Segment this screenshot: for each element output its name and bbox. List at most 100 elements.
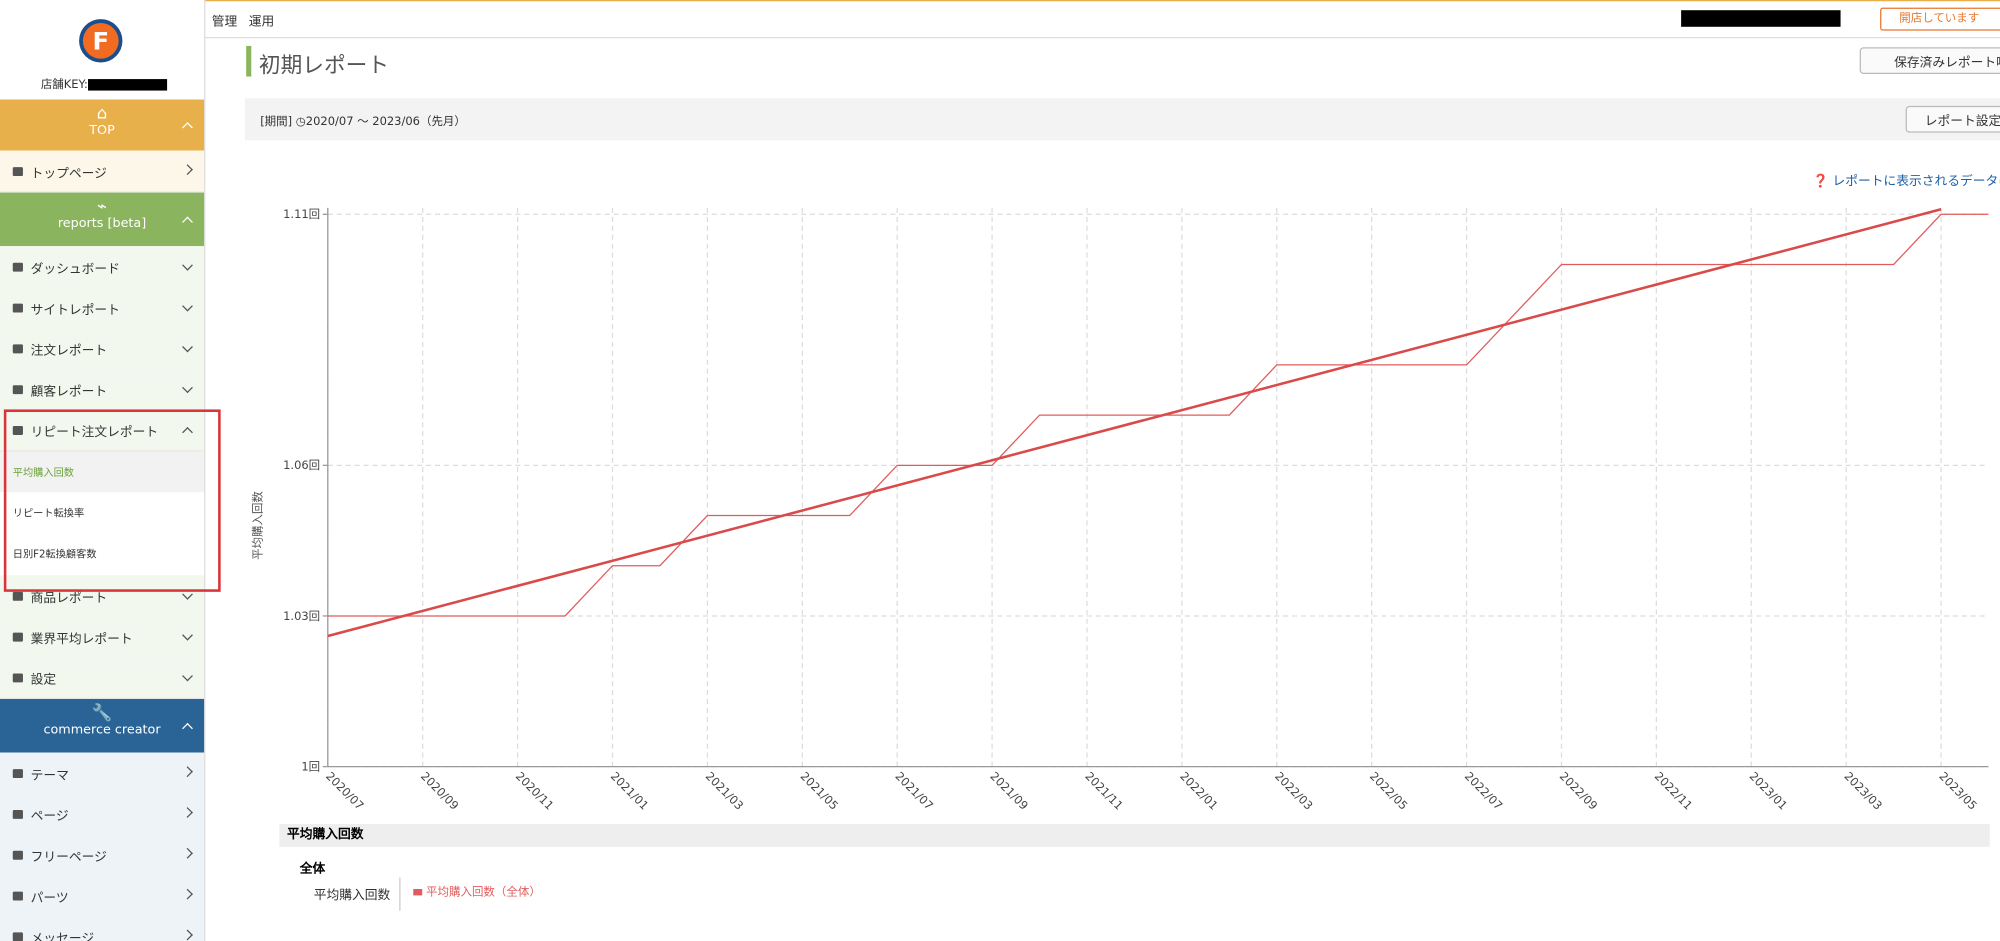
divider bbox=[399, 877, 401, 911]
x-tick-label: 2021/03 bbox=[703, 769, 747, 813]
x-tick-label: 2023/03 bbox=[1842, 769, 1886, 813]
store-status[interactable]: 開店しています bbox=[1880, 7, 2000, 31]
menu-item[interactable]: 注文レポート bbox=[0, 327, 205, 370]
menu-item[interactable]: リピート注文レポート bbox=[0, 409, 205, 452]
x-tick-label: 2022/01 bbox=[1177, 769, 1221, 813]
menu-icon bbox=[12, 343, 23, 353]
top-menu-item[interactable]: 管理 bbox=[211, 15, 238, 30]
menu-icon bbox=[12, 384, 23, 394]
x-tick-label: 2021/09 bbox=[987, 769, 1031, 813]
section-icon: 🔧 bbox=[91, 704, 113, 724]
page-title: 初期レポート bbox=[258, 53, 390, 80]
menu-item[interactable]: フリーページ bbox=[0, 834, 205, 877]
menu-label[interactable]: トップページ bbox=[30, 166, 107, 181]
summary-row-label: 平均購入回数 bbox=[313, 889, 391, 904]
menu-icon bbox=[12, 302, 23, 312]
menu-icon bbox=[12, 262, 23, 272]
menu-item[interactable]: メッセージ bbox=[0, 915, 205, 941]
menu-label[interactable]: 商品レポート bbox=[30, 591, 108, 606]
menu-section[interactable]: ⌂ TOP bbox=[0, 99, 205, 151]
y-tick-label: 1.11回 bbox=[283, 207, 320, 221]
store-key-label: 店舗KEY: bbox=[40, 79, 88, 92]
section-title[interactable]: reports [beta] bbox=[57, 216, 147, 231]
menu-item[interactable]: トップページ bbox=[0, 150, 205, 193]
menu-item[interactable]: 設定 bbox=[0, 656, 205, 699]
chevron bbox=[182, 847, 193, 859]
submenu-item[interactable]: 日別F2転換顧客数 bbox=[0, 533, 205, 574]
menu-label[interactable]: フリーページ bbox=[30, 850, 107, 865]
top-menu-item[interactable]: 運用 bbox=[248, 15, 275, 30]
saved-report-button[interactable]: 保存済みレポート呼 bbox=[1859, 47, 2000, 74]
submenu-item[interactable]: リピート転換率 bbox=[0, 492, 205, 534]
y-tick-label: 1.03回 bbox=[283, 609, 320, 623]
legend-label[interactable]: 平均購入回数（全体） bbox=[426, 886, 541, 900]
menu-icon bbox=[12, 850, 23, 860]
menu-section[interactable]: ⌁ reports [beta] bbox=[0, 192, 205, 247]
logo-text: F bbox=[92, 28, 109, 56]
menu-item[interactable]: 業界平均レポート bbox=[0, 616, 205, 659]
legend-swatch bbox=[413, 889, 423, 896]
menu-icon bbox=[12, 809, 23, 819]
menu-label[interactable]: サイトレポート bbox=[30, 302, 120, 317]
chevron bbox=[182, 929, 193, 941]
menu-label[interactable]: 設定 bbox=[30, 672, 57, 687]
menu-label[interactable]: 業界平均レポート bbox=[30, 632, 133, 647]
chevron bbox=[182, 888, 193, 900]
menu-label[interactable]: 顧客レポート bbox=[30, 384, 108, 399]
x-tick-label: 2022/03 bbox=[1272, 769, 1316, 813]
menu-label[interactable]: テーマ bbox=[30, 768, 69, 783]
x-tick-label: 2021/05 bbox=[798, 769, 842, 813]
x-tick-label: 2021/07 bbox=[893, 769, 937, 813]
sidebar: F 店舗KEY: ⌂ TOP トップページ ⌁ reports [beta] ダッシュボー… bbox=[0, 0, 221, 941]
menu-icon bbox=[12, 425, 23, 435]
y-axis-title: 平均購入回数 bbox=[250, 491, 264, 560]
menu-label[interactable]: メッセージ bbox=[30, 931, 95, 941]
menu-icon bbox=[12, 672, 23, 682]
help-link[interactable]: ❓ レポートに表示されるデータに bbox=[1812, 170, 2000, 189]
menu-icon bbox=[12, 166, 23, 176]
section-title[interactable]: commerce creator bbox=[43, 723, 161, 738]
report-settings-button[interactable]: レポート設定 bbox=[1905, 105, 2000, 133]
x-tick-label: 2020/11 bbox=[513, 769, 557, 813]
submenu-item[interactable]: 平均購入回数 bbox=[0, 451, 205, 493]
menu-icon bbox=[12, 632, 23, 641]
trend-line bbox=[327, 208, 1942, 638]
period: [期間] ◷2020/07 〜 2023/06（先月） bbox=[260, 116, 466, 129]
period-value: 2020/07 〜 2023/06（先月） bbox=[305, 116, 466, 129]
menu-item[interactable]: パーツ bbox=[0, 874, 205, 918]
menu-icon bbox=[12, 931, 23, 941]
redaction bbox=[87, 79, 168, 91]
x-tick-label: 2021/01 bbox=[608, 769, 652, 813]
menu-label[interactable]: パーツ bbox=[30, 890, 69, 905]
chart: 平均購入回数 1回 1.03回 1.06回 1.11回 2020/07 2020/09 20… bbox=[250, 207, 1989, 813]
x-tick-label: 2023/05 bbox=[1936, 769, 1980, 813]
menu-label[interactable]: リピート注文レポート bbox=[30, 425, 159, 440]
legend: 平均購入回数（全体） bbox=[413, 883, 541, 900]
menu-label[interactable]: 注文レポート bbox=[30, 343, 108, 358]
topbar bbox=[205, 0, 2000, 39]
menu-section[interactable]: 🔧 commerce creator bbox=[0, 698, 205, 753]
x-tick-label: 2022/07 bbox=[1462, 769, 1506, 813]
x-tick-label: 2022/09 bbox=[1557, 769, 1601, 813]
store-key: 店舗KEY: bbox=[40, 75, 168, 92]
menu-icon bbox=[12, 890, 23, 900]
menu-label[interactable]: ページ bbox=[30, 809, 69, 824]
x-tick-label: 2022/05 bbox=[1367, 769, 1411, 813]
menu-label[interactable]: ダッシュボード bbox=[30, 262, 120, 277]
period-bar bbox=[244, 98, 2000, 141]
section-title[interactable]: TOP bbox=[89, 123, 115, 138]
menu-item[interactable]: サイトレポート bbox=[0, 286, 205, 330]
section-icon: ⌂ bbox=[96, 104, 108, 124]
section-icon: ⌁ bbox=[97, 197, 108, 217]
title-bar bbox=[246, 45, 252, 77]
help-link-text[interactable]: レポートに表示されるデータに bbox=[1832, 174, 2000, 189]
y-tick-label: 1.06回 bbox=[283, 458, 320, 472]
x-tick-label: 2021/11 bbox=[1082, 769, 1126, 813]
x-tick-label: 2023/01 bbox=[1747, 769, 1791, 813]
menu-item[interactable]: テーマ bbox=[0, 752, 205, 795]
y-tick-label: 1回 bbox=[301, 759, 320, 773]
menu-icon bbox=[12, 591, 23, 601]
summary-group: 全体 bbox=[299, 862, 326, 877]
